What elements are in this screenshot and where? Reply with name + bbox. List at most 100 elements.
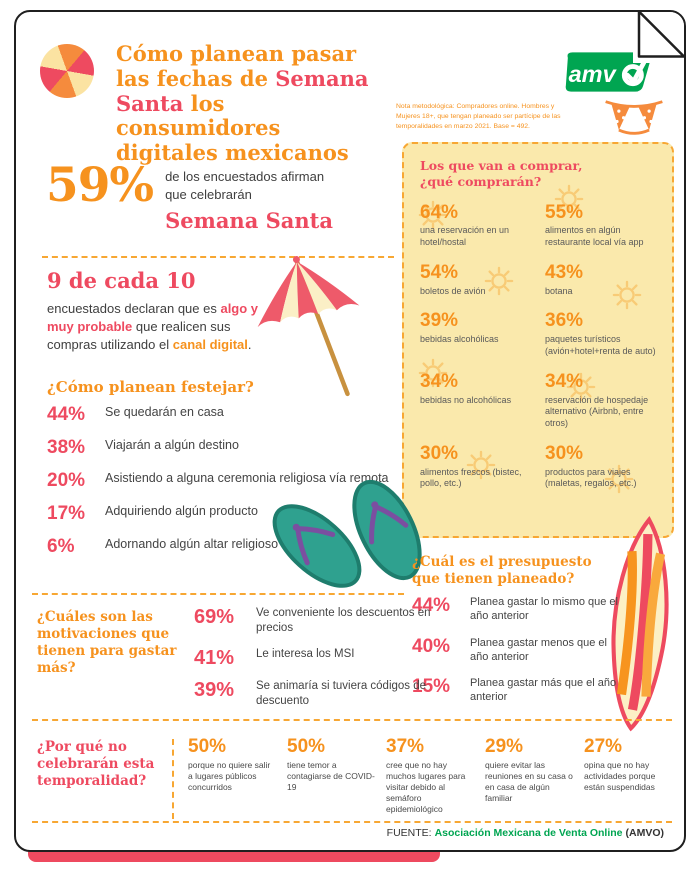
stat-value: 50% bbox=[188, 736, 227, 757]
stat-item: 44% Se quedarán en casa bbox=[47, 404, 395, 424]
stat-value: 44% bbox=[412, 595, 451, 616]
beachball-icon bbox=[40, 44, 94, 98]
stat-item: 20% Asistiendo a alguna ceremonia religio… bbox=[47, 470, 395, 490]
stat-label: Se animaría si tuviera códigos de descue… bbox=[256, 679, 427, 707]
no-celebrar-title: ¿Por qué no celebrarán esta temporalidad… bbox=[37, 739, 155, 789]
amvo-logo: amv bbox=[560, 50, 654, 94]
hero-highlight: Semana Santa bbox=[165, 208, 333, 234]
stat-item: 50% porque no quiere salir a lugares públ… bbox=[188, 737, 276, 815]
stat-value: 55% bbox=[545, 201, 584, 223]
stat-label: paquetes turísticos (avión+hotel+renta d… bbox=[545, 334, 656, 357]
purchase-stat: 30% alimentos frescos (bistec, pollo, etc… bbox=[420, 443, 531, 490]
amvo-logo-text: amv bbox=[569, 61, 618, 87]
stat-label: Adquiriendo algún producto bbox=[105, 504, 258, 518]
stat-label: Se quedarán en casa bbox=[105, 405, 224, 419]
stat-value: 44% bbox=[47, 404, 86, 425]
hero-value: 59% bbox=[46, 158, 154, 213]
stat-value: 40% bbox=[412, 635, 451, 657]
bikini-icon bbox=[600, 96, 668, 148]
source-name: Asociación Mexicana de Venta Online bbox=[434, 827, 623, 839]
stat-value: 36% bbox=[545, 310, 584, 332]
source-line: FUENTE: Asociación Mexicana de Venta Onli… bbox=[387, 827, 664, 839]
digital-text: encuestados declaran que es algo y muy p… bbox=[47, 300, 273, 355]
surfboard-icon bbox=[592, 512, 684, 736]
stat-value: 54% bbox=[420, 261, 459, 283]
stat-label: una reservación en un hotel/hostal bbox=[420, 225, 510, 248]
shopping-grid: 64% una reservación en un hotel/hostal 55… bbox=[420, 201, 656, 491]
stat-item: 41% Le interesa los MSI bbox=[194, 647, 442, 668]
stat-label: alimentos en algún restaurante local vía… bbox=[545, 225, 644, 248]
stat-label: bebidas alcohólicas bbox=[420, 334, 499, 345]
stat-label: cree que no hay muchos lugares para visi… bbox=[386, 760, 466, 815]
shopping-panel-title: Los que van a comprar, ¿qué comprarán? bbox=[420, 158, 583, 190]
stat-value: 34% bbox=[420, 370, 459, 392]
stat-item: 6% Adornando algún altar religioso bbox=[47, 536, 395, 556]
stat-value: 69% bbox=[194, 606, 235, 628]
stat-label: tiene temor a contagiarse de COVID-19 bbox=[287, 760, 375, 793]
stat-item: 50% tiene temor a contagiarse de COVID-19 bbox=[287, 737, 375, 815]
stat-value: 20% bbox=[47, 470, 86, 491]
stat-value: 50% bbox=[287, 736, 326, 757]
stat-item: 29% quiere evitar las reuniones en su cas… bbox=[485, 737, 573, 815]
stat-item: 40% Planea gastar menos que el año anteri… bbox=[412, 636, 624, 665]
page-title: Cómo planean pasar las fechas de Semana … bbox=[116, 41, 388, 166]
title-part: los consumidores digitales mexicanos bbox=[116, 90, 349, 166]
stat-value: 27% bbox=[584, 736, 623, 757]
folded-corner bbox=[633, 12, 684, 63]
hero-description: de los encuestados afirman que celebrará… bbox=[165, 169, 325, 202]
stat-item: 38% Viajarán a algún destino bbox=[47, 437, 395, 457]
purchase-stat: 55% alimentos en algún restaurante local … bbox=[545, 201, 656, 249]
digital-title: 9 de cada 10 bbox=[47, 268, 196, 293]
stat-item: 39% Se animaría si tuviera códigos de des… bbox=[194, 679, 442, 709]
digital-text-part: encuestados declaran que es bbox=[47, 301, 221, 316]
stat-value: 6% bbox=[47, 536, 75, 557]
stat-label: boletos de avión bbox=[420, 285, 486, 296]
digital-text-highlight: canal digital bbox=[172, 337, 248, 353]
stat-value: 34% bbox=[545, 370, 584, 392]
stat-label: opina que no hay actividades porque está… bbox=[584, 760, 656, 793]
digital-text-part: que realicen sus compras utilizando el bbox=[47, 319, 231, 353]
stat-label: Asistiendo a alguna ceremonia religiosa … bbox=[105, 471, 389, 485]
purchase-stat: 39% bebidas alcohólicas bbox=[420, 311, 531, 357]
no-celebrar-list: 50% porque no quiere salir a lugares públ… bbox=[188, 737, 674, 815]
stat-label: porque no quiere salir a lugares público… bbox=[188, 760, 271, 793]
divider bbox=[32, 821, 672, 823]
stat-label: productos para viajes (maletas, regalos,… bbox=[545, 466, 637, 489]
stat-value: 39% bbox=[420, 310, 459, 332]
purchase-stat: 43% botana bbox=[545, 262, 656, 298]
purchase-stat: 34% bebidas no alcohólicas bbox=[420, 370, 531, 430]
stat-value: 41% bbox=[194, 646, 235, 669]
hero-text: de los encuestados afirman que celebrará… bbox=[165, 162, 340, 235]
stat-label: Viajarán a algún destino bbox=[105, 438, 239, 452]
stat-value: 17% bbox=[47, 503, 86, 524]
purchase-stat: 36% paquetes turísticos (avión+hotel+rent… bbox=[545, 311, 656, 357]
infographic-page: Cómo planean pasar las fechas de Semana … bbox=[14, 10, 686, 852]
stat-value: 37% bbox=[386, 736, 425, 757]
stat-label: botana bbox=[545, 285, 573, 296]
motivaciones-list: 69% Ve conveniente los descuentos en prec… bbox=[194, 606, 442, 720]
stat-label: bebidas no alcohólicas bbox=[420, 394, 512, 405]
stat-item: 44% Planea gastar lo mismo que el año ant… bbox=[412, 595, 624, 624]
stat-item: 37% cree que no hay muchos lugares para v… bbox=[386, 737, 474, 815]
stat-value: 39% bbox=[194, 678, 235, 701]
source-label: FUENTE: bbox=[386, 827, 432, 839]
presupuesto-list: 44% Planea gastar lo mismo que el año ant… bbox=[412, 595, 624, 717]
divider bbox=[42, 256, 394, 258]
flip-flops-icon bbox=[280, 470, 432, 604]
stat-item: 15% Planea gastar más que el año anterior bbox=[412, 676, 624, 705]
purchase-stat: 34% reservación de hospedaje alternativo … bbox=[545, 370, 656, 430]
stat-value: 29% bbox=[485, 736, 524, 757]
stat-value: 64% bbox=[420, 201, 459, 223]
digital-text-highlight: algo y muy probable bbox=[47, 301, 259, 335]
stat-item: 17% Adquiriendo algún producto bbox=[47, 503, 395, 523]
stat-label: Planea gastar menos que el año anterior bbox=[470, 636, 607, 663]
stat-label: reservación de hospedaje alternativo (Ai… bbox=[545, 394, 649, 429]
title-highlight: Semana Santa bbox=[116, 65, 369, 116]
hero-stat: 59% de los encuestados afirman que celeb… bbox=[46, 162, 340, 235]
purchase-stat: 64% una reservación en un hotel/hostal bbox=[420, 201, 531, 249]
divider bbox=[32, 593, 404, 595]
stat-label: quiere evitar las reuniones en su casa o… bbox=[485, 760, 573, 804]
stat-label: Ve conveniente los descuentos en precios bbox=[256, 607, 431, 634]
stat-item: 27% opina que no hay actividades porque e… bbox=[584, 737, 672, 815]
stat-value: 38% bbox=[47, 437, 86, 458]
